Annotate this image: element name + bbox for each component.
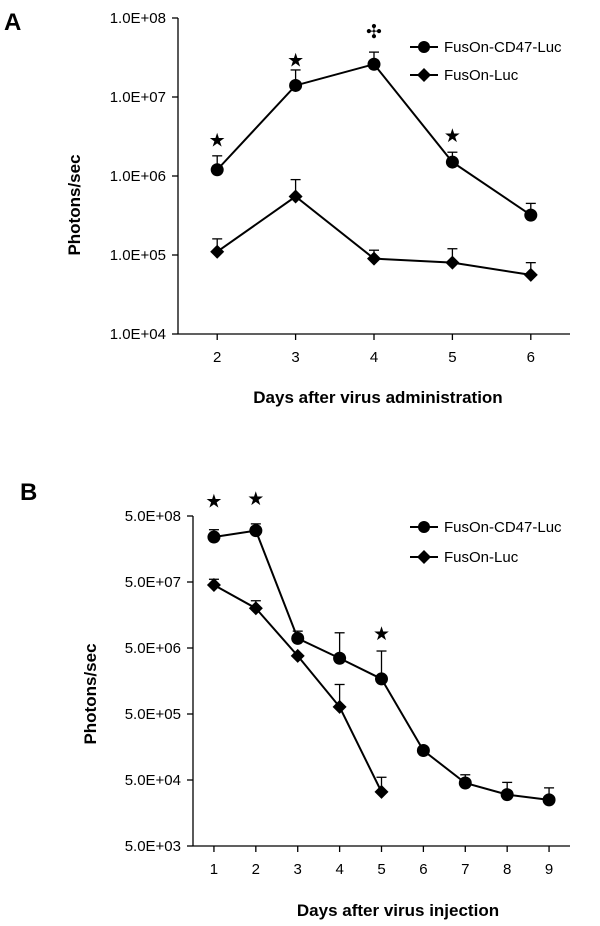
panel-a-significance-mark: ✣ — [366, 22, 382, 43]
panel-b-y-tick-label: 5.0E+04 — [125, 772, 181, 789]
panel-b-significance-mark: ★ — [373, 624, 390, 645]
panel-a-x-tick-label: 6 — [527, 349, 535, 366]
panel-b-x-tick-label: 1 — [210, 861, 218, 878]
panel-a-y-tick-label: 1.0E+06 — [110, 168, 166, 185]
panel-b-point-cd47 — [542, 793, 556, 807]
panel-b-x-tick-label: 7 — [461, 861, 469, 878]
panel-a-point-cd47 — [445, 155, 459, 169]
panel-a-point-luc — [523, 267, 538, 282]
panel-b-point-cd47 — [375, 672, 388, 686]
panel-b-point-cd47 — [458, 776, 472, 790]
panel-b-y-tick-label: 5.0E+08 — [125, 508, 181, 525]
panel-b-point-luc — [206, 578, 221, 593]
panel-b-legend-marker-luc — [417, 550, 431, 564]
panel-b-x-tick-label: 2 — [252, 861, 260, 878]
panel-b-x-axis-title: Days after virus injection — [297, 901, 499, 920]
panel-b-legend-label-luc: FusOn-Luc — [444, 549, 519, 566]
panel-b-point-cd47 — [207, 530, 221, 544]
panel-a-point-cd47 — [367, 57, 381, 71]
panel-b-point-cd47 — [333, 651, 347, 665]
panel-b-point-cd47 — [249, 524, 263, 538]
panel-b-y-tick-label: 5.0E+06 — [125, 640, 181, 657]
panel-a-legend-marker-cd47 — [418, 41, 430, 53]
panel-b-x-tick-label: 9 — [545, 861, 553, 878]
panel-a-y-tick-label: 1.0E+07 — [110, 89, 166, 106]
panel-a-significance-mark: ★ — [444, 126, 461, 147]
panel-b-x-tick-label: 6 — [419, 861, 427, 878]
panel-b-x-tick-label: 3 — [294, 861, 302, 878]
panel-b-point-luc — [248, 601, 263, 616]
panel-a-label: A — [4, 9, 21, 36]
panel-a-x-tick-label: 3 — [291, 349, 299, 366]
panel-b-point-luc — [290, 648, 305, 663]
panel-a-point-luc — [288, 189, 303, 204]
panel-a-point-cd47 — [524, 208, 538, 222]
panel-a-x-axis-title: Days after virus administration — [253, 388, 502, 407]
panel-a-point-luc — [445, 255, 460, 270]
panel-b-significance-mark: ★ — [205, 491, 222, 512]
panel-a-legend-label-cd47: FusOn-CD47-Luc — [444, 39, 562, 56]
panel-b-legend-label-cd47: FusOn-CD47-Luc — [444, 519, 562, 536]
panel-b-legend-marker-cd47 — [418, 521, 430, 533]
panel-b-x-tick-label: 4 — [335, 861, 343, 878]
panel-b-y-tick-label: 5.0E+03 — [125, 838, 181, 855]
panel-a-significance-mark: ★ — [209, 130, 226, 151]
panel-b-significance-mark: ★ — [247, 489, 264, 510]
panel-b-y-tick-label: 5.0E+05 — [125, 706, 181, 723]
panel-b-label: B — [20, 479, 37, 506]
panel-b-point-cd47 — [291, 631, 305, 645]
panel-a-point-luc — [367, 251, 381, 266]
panel-a-y-axis-title: Photons/sec — [65, 154, 84, 255]
panel-b-point-luc — [332, 699, 347, 714]
panel-b-x-tick-label: 8 — [503, 861, 511, 878]
panel-a-point-cd47 — [289, 78, 303, 92]
panel-b-legend: FusOn-CD47-Luc FusOn-Luc — [410, 519, 562, 566]
panel-a-x-tick-label: 4 — [370, 349, 378, 366]
panel-b-point-luc — [374, 784, 389, 799]
panel-a-line-cd47 — [216, 63, 532, 216]
panel-b-point-cd47 — [500, 788, 514, 802]
panel-a-legend-marker-luc — [417, 68, 431, 82]
panel-a-point-cd47 — [210, 163, 224, 177]
panel-a-x-tick-label: 2 — [213, 349, 221, 366]
panel-a-y-tick-label: 1.0E+05 — [110, 247, 166, 264]
panel-a-legend-label-luc: FusOn-Luc — [444, 67, 519, 84]
panel-a-point-luc — [210, 244, 225, 259]
panel-b-y-axis-title: Photons/sec — [81, 643, 100, 744]
panel-a-significance-mark: ★ — [287, 50, 304, 71]
panel-a-y-tick-label: 1.0E+08 — [110, 10, 166, 27]
panel-a-y-tick-label: 1.0E+04 — [110, 326, 166, 343]
panel-b-x-tick-label: 5 — [377, 861, 385, 878]
panel-b: B 5.0E+03 5.0E+04 5.0E+05 5.0E+06 5.0E+07 5.0… — [20, 479, 570, 920]
panel-b-line-luc — [213, 584, 383, 793]
panel-a: A 1.0E+04 1.0E+05 1.0E+06 1.0E+07 1.0E+08 2 3… — [4, 9, 570, 407]
panel-b-point-cd47 — [416, 743, 430, 757]
panel-a-legend: FusOn-CD47-Luc FusOn-Luc — [410, 39, 562, 84]
panel-b-y-tick-label: 5.0E+07 — [125, 574, 181, 591]
panel-a-x-tick-label: 5 — [448, 349, 456, 366]
